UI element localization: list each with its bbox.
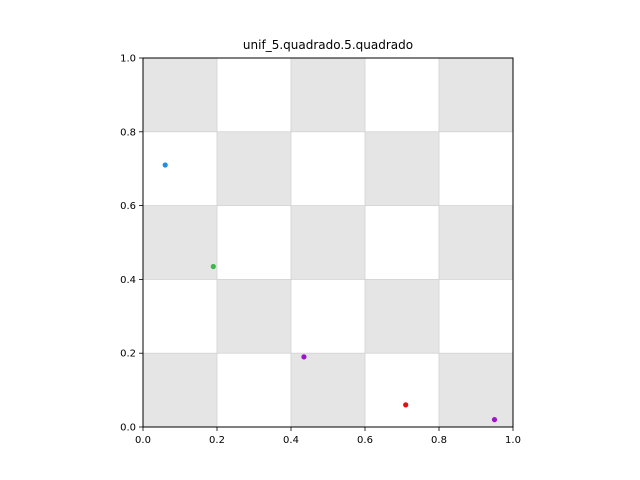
checker-cell: [142, 352, 218, 428]
x-tick-label: 0.4: [283, 435, 299, 446]
y-tick-label: 0.6: [120, 201, 136, 212]
x-tick-label: 0.2: [209, 435, 225, 446]
scatter-point: [162, 162, 168, 168]
checker-cell: [290, 205, 366, 280]
x-tick-label: 0.6: [357, 435, 373, 446]
x-tick-label: 0.8: [431, 435, 447, 446]
scatter-points: [162, 162, 498, 423]
y-tick-label: 0.0: [120, 423, 136, 434]
checker-cell: [364, 278, 440, 354]
y-tick-label: 0.2: [120, 349, 136, 360]
checker-cell: [142, 57, 218, 133]
scatter-point: [403, 402, 409, 408]
scatter-point: [301, 354, 307, 360]
checker-cell: [142, 205, 218, 280]
checker-cell: [216, 278, 292, 354]
checker-cell: [364, 131, 440, 207]
checkerboard-background: [142, 57, 514, 428]
checker-cell: [438, 57, 514, 133]
y-axis: 0.0 0.2 0.4 0.6 0.8 1.0: [120, 54, 143, 434]
y-tick-label: 0.8: [120, 127, 136, 138]
scatter-point: [491, 417, 498, 423]
y-tick-label: 1.0: [120, 54, 136, 65]
scatter-point: [210, 263, 216, 270]
x-axis: 0.0 0.2 0.4 0.6 0.8 1.0: [135, 427, 521, 446]
x-tick-label: 1.0: [505, 435, 521, 446]
y-tick-label: 0.4: [120, 275, 136, 286]
plot-frame: [142, 57, 514, 428]
checker-cell: [438, 352, 514, 428]
checker-cell: [290, 57, 366, 133]
x-tick-label: 0.0: [135, 435, 151, 446]
chart-title: unif_5.quadrado.5.quadrado: [243, 38, 413, 52]
checker-cell: [216, 131, 292, 207]
checker-cell: [438, 205, 514, 280]
checker-cell: [290, 352, 366, 428]
